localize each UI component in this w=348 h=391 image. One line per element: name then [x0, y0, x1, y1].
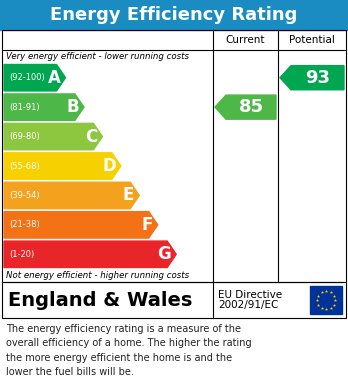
Text: 93: 93 — [305, 69, 330, 87]
Bar — [2, 282, 346, 318]
Text: F: F — [141, 216, 153, 234]
Bar — [0, 282, 348, 318]
Polygon shape — [4, 94, 84, 120]
Polygon shape — [4, 241, 176, 267]
Text: E: E — [123, 187, 134, 204]
Text: England & Wales: England & Wales — [8, 291, 192, 310]
Text: (1-20): (1-20) — [9, 250, 34, 259]
Polygon shape — [4, 123, 102, 150]
Text: 85: 85 — [238, 98, 263, 116]
Text: The energy efficiency rating is a measure of the
overall efficiency of a home. T: The energy efficiency rating is a measur… — [6, 324, 252, 377]
Text: B: B — [66, 98, 79, 116]
Text: C: C — [85, 127, 97, 145]
Text: (92-100): (92-100) — [9, 73, 45, 82]
Bar — [310, 286, 342, 314]
Bar — [0, 0, 348, 30]
Text: (69-80): (69-80) — [9, 132, 40, 141]
Text: (39-54): (39-54) — [9, 191, 40, 200]
Text: G: G — [157, 245, 171, 263]
Text: (21-38): (21-38) — [9, 221, 40, 230]
Polygon shape — [4, 153, 121, 179]
Text: Current: Current — [226, 35, 265, 45]
Text: (81-91): (81-91) — [9, 103, 40, 112]
Text: Not energy efficient - higher running costs: Not energy efficient - higher running co… — [6, 271, 189, 280]
Text: D: D — [102, 157, 116, 175]
Polygon shape — [4, 65, 65, 91]
Polygon shape — [4, 182, 139, 209]
Text: Very energy efficient - lower running costs: Very energy efficient - lower running co… — [6, 52, 189, 61]
Bar — [2, 30, 346, 282]
Polygon shape — [215, 95, 276, 119]
Polygon shape — [4, 212, 158, 238]
Text: Potential: Potential — [289, 35, 335, 45]
Text: EU Directive: EU Directive — [218, 290, 282, 300]
Polygon shape — [280, 66, 344, 90]
Bar — [0, 318, 348, 391]
Text: Energy Efficiency Rating: Energy Efficiency Rating — [50, 6, 298, 24]
Text: 2002/91/EC: 2002/91/EC — [218, 300, 278, 310]
Text: (55-68): (55-68) — [9, 161, 40, 170]
Text: A: A — [48, 69, 61, 87]
